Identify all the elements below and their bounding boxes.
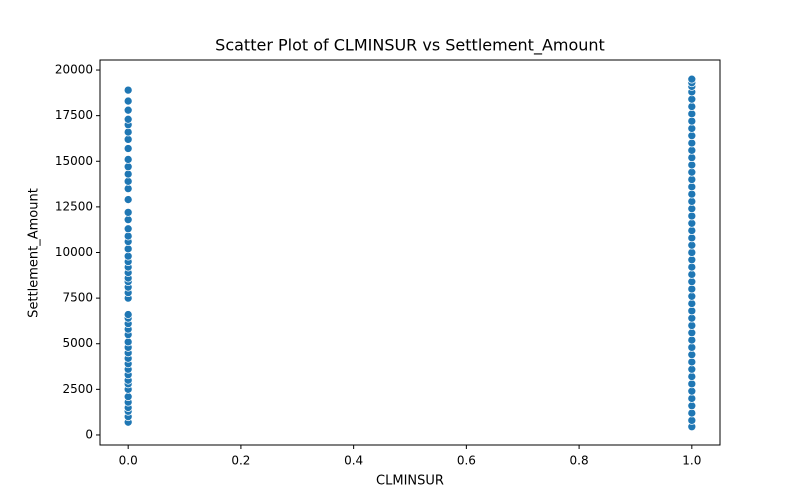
point (123, 169, 133, 179)
y-tick-label: 20000 (55, 63, 93, 77)
x-tick-label: 0.8 (570, 454, 589, 468)
point (687, 189, 697, 199)
chart-title: Scatter Plot of CLMINSUR vs Settlement_A… (215, 36, 605, 56)
point (687, 74, 697, 84)
point (123, 144, 133, 153)
point (687, 350, 697, 360)
point (687, 167, 697, 177)
point (687, 175, 697, 184)
point (123, 135, 133, 144)
y-tick-label: 7500 (62, 291, 93, 305)
point (123, 310, 133, 319)
point (123, 195, 133, 204)
point (687, 306, 697, 316)
y-tick-label: 2500 (62, 382, 93, 396)
y-tick-label: 10000 (55, 245, 93, 259)
y-tick-label: 0 (85, 427, 93, 441)
point (687, 299, 697, 308)
y-tick-label: 15000 (55, 154, 93, 168)
x-axis-label: CLMINSUR (376, 474, 444, 489)
point (687, 248, 697, 257)
point (687, 343, 697, 352)
point (687, 182, 697, 192)
point (123, 85, 133, 95)
point (123, 208, 133, 217)
point (687, 102, 697, 111)
point (687, 386, 697, 396)
point (123, 337, 133, 347)
x-tick-label: 0.0 (119, 454, 138, 468)
point (687, 153, 697, 162)
point (123, 251, 133, 261)
point (687, 109, 697, 119)
point (687, 138, 697, 148)
point (123, 244, 133, 254)
point (687, 408, 697, 418)
point (123, 224, 133, 234)
point (687, 357, 697, 367)
point (123, 96, 133, 106)
point (687, 218, 697, 228)
point (123, 155, 133, 164)
point (687, 313, 697, 323)
point (123, 114, 133, 124)
point (123, 184, 133, 193)
point (123, 392, 133, 401)
y-tick-label: 12500 (55, 199, 93, 213)
point (687, 416, 697, 425)
point (123, 231, 133, 241)
point (687, 226, 697, 235)
y-tick-label: 5000 (62, 336, 93, 350)
point (687, 204, 697, 214)
point (123, 162, 133, 172)
point (687, 291, 697, 301)
point (687, 240, 697, 250)
point (123, 215, 133, 225)
point (687, 160, 697, 170)
point (687, 379, 697, 389)
x-tick-label: 0.4 (344, 454, 363, 468)
point (687, 277, 697, 287)
point (687, 394, 697, 403)
point (687, 94, 697, 104)
point (687, 197, 697, 206)
point (123, 127, 133, 137)
point (687, 321, 697, 330)
point (687, 270, 697, 279)
point (687, 124, 697, 133)
point (687, 233, 697, 243)
point (687, 145, 697, 155)
x-tick-label: 1.0 (682, 454, 701, 468)
y-tick-label: 17500 (55, 108, 93, 122)
axes-frame (99, 59, 721, 446)
y-axis-label: Settlement_Amount (27, 188, 42, 318)
point (687, 364, 697, 374)
point (687, 372, 697, 381)
x-tick-label: 0.2 (231, 454, 250, 468)
point (687, 401, 697, 411)
point (687, 284, 697, 294)
point (123, 105, 133, 115)
point (687, 328, 697, 338)
point (687, 211, 697, 221)
point (687, 131, 697, 141)
point (687, 116, 697, 126)
point (123, 176, 133, 186)
point (687, 255, 697, 265)
point (687, 335, 697, 345)
x-tick-label: 0.6 (457, 454, 476, 468)
point (687, 262, 697, 272)
